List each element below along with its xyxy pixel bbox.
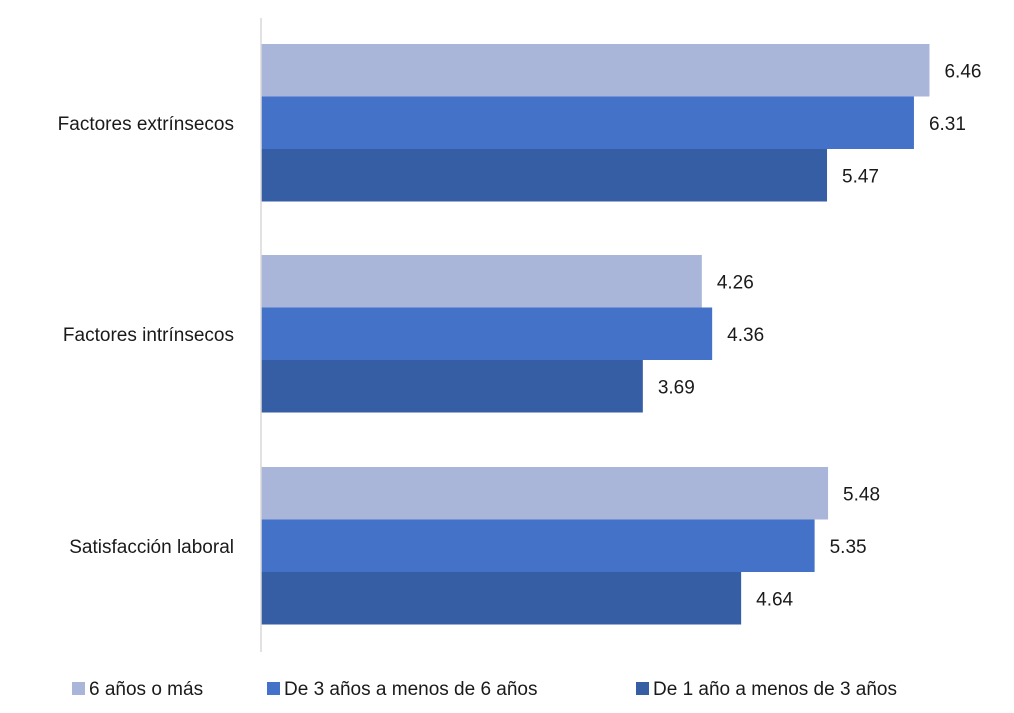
data-label-factores-extrinsecos-series-1: 6.46 [944, 61, 981, 82]
bar-factores-intrinsecos-series-1 [261, 255, 702, 308]
data-label-satisfaccion-laboral-series-1: 5.48 [843, 484, 880, 505]
bar-factores-extrinsecos-series-3 [261, 149, 828, 202]
data-label-factores-intrinsecos-series-3: 3.69 [658, 377, 695, 398]
data-label-factores-extrinsecos-series-2: 6.31 [929, 114, 966, 135]
plot-area [261, 44, 930, 625]
legend: 6 años o más De 3 años a menos de 6 años D… [72, 679, 897, 700]
bar-factores-intrinsecos-series-3 [261, 360, 643, 413]
bar-factores-extrinsecos-series-2 [261, 96, 914, 149]
legend-label-series-3: De 1 año a menos de 3 años [653, 679, 897, 700]
data-labels: 6.46 6.31 5.47 4.26 4.36 3.69 5.48 5.35 4.64 [658, 61, 982, 610]
category-label-factores-intrinsecos: Factores intrínsecos [63, 325, 234, 346]
bar-satisfaccion-laboral-series-3 [261, 572, 742, 625]
category-labels: Factores extrínsecos Factores intrínsecos… [58, 114, 234, 558]
data-label-satisfaccion-laboral-series-2: 5.35 [830, 537, 867, 558]
bar-factores-extrinsecos-series-1 [261, 44, 930, 97]
data-label-factores-intrinsecos-series-1: 4.26 [717, 272, 754, 293]
legend-swatch-series-3 [636, 682, 649, 695]
bar-satisfaccion-laboral-series-1 [261, 467, 829, 520]
data-label-factores-extrinsecos-series-3: 5.47 [842, 166, 879, 187]
legend-label-series-1: 6 años o más [89, 679, 203, 700]
legend-label-series-2: De 3 años a menos de 6 años [284, 679, 538, 700]
bar-satisfaccion-laboral-series-2 [261, 519, 815, 572]
legend-swatch-series-1 [72, 682, 85, 695]
legend-swatch-series-2 [267, 682, 280, 695]
category-label-factores-extrinsecos: Factores extrínsecos [58, 114, 234, 135]
data-label-satisfaccion-laboral-series-3: 4.64 [756, 589, 793, 610]
category-label-satisfaccion-laboral: Satisfacción laboral [69, 537, 234, 558]
data-label-factores-intrinsecos-series-2: 4.36 [727, 325, 764, 346]
bar-factores-intrinsecos-series-2 [261, 307, 713, 360]
